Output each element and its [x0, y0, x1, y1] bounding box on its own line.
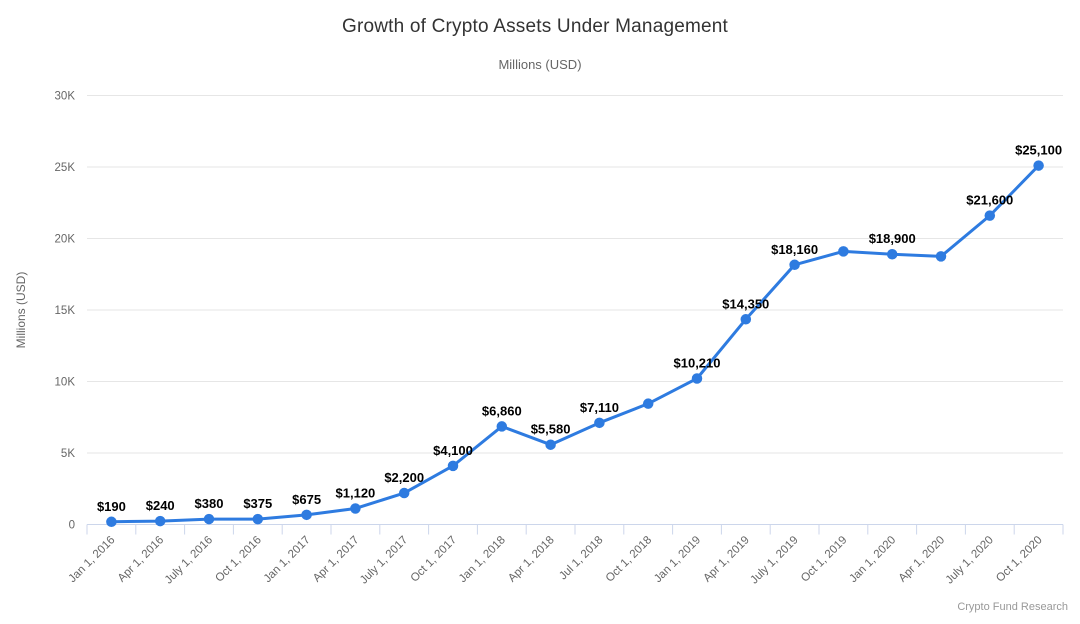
- data-point[interactable]: [1033, 160, 1044, 171]
- x-tick-label: Jan 1, 2019: [652, 534, 703, 585]
- data-point-label: $240: [146, 498, 175, 513]
- data-point[interactable]: [252, 513, 264, 525]
- x-tick-label: Jan 1, 2020: [847, 534, 898, 585]
- data-point[interactable]: [496, 421, 508, 432]
- chart-title: Growth of Crypto Assets Under Management: [341, 16, 729, 37]
- x-tick-label: Oct 1, 2017: [409, 534, 460, 585]
- x-tick-label: Oct 1, 2016: [213, 534, 264, 585]
- data-point-label: $675: [292, 492, 321, 507]
- y-tick-label: 20K: [55, 234, 76, 246]
- y-tick-label: 0: [69, 520, 75, 532]
- x-tick-label: Oct 1, 2018: [604, 534, 655, 585]
- series-line: [109, 164, 1041, 524]
- data-point-label: $18,900: [869, 231, 916, 246]
- data-point[interactable]: [106, 516, 117, 528]
- data-point[interactable]: [886, 248, 898, 260]
- x-tick-label: Apr 1, 2016: [116, 534, 167, 585]
- x-tick-label: July 1, 2017: [358, 534, 410, 586]
- data-point[interactable]: [984, 210, 996, 221]
- x-tick-label: Apr 1, 2019: [701, 534, 752, 585]
- data-point-label: $18,160: [771, 242, 818, 257]
- y-tick-label: 30K: [55, 91, 76, 103]
- credit-link[interactable]: Crypto Fund Research: [957, 601, 1068, 613]
- x-tick-label: Apr 1, 2017: [311, 534, 362, 585]
- x-tick-label: July 1, 2020: [944, 534, 996, 586]
- y-tick-label: 15K: [55, 305, 76, 317]
- x-tick-label: Jan 1, 2018: [457, 534, 508, 585]
- x-tick-label: Jul 1, 2018: [557, 534, 605, 582]
- data-point-label: $1,120: [336, 485, 376, 500]
- data-point[interactable]: [203, 513, 215, 525]
- chart-subtitle: Millions (USD): [498, 57, 582, 72]
- data-point-label: $21,600: [966, 193, 1013, 208]
- y-tick-label: 25K: [55, 162, 76, 174]
- data-point[interactable]: [594, 417, 605, 429]
- data-point-label: $7,110: [580, 400, 619, 415]
- data-point[interactable]: [691, 373, 703, 384]
- data-point[interactable]: [838, 246, 849, 257]
- x-tick-label: Apr 1, 2020: [897, 534, 948, 585]
- x-tick-label: July 1, 2016: [163, 534, 215, 586]
- x-tick-label: Jan 1, 2016: [67, 534, 118, 585]
- data-point-label: $4,100: [433, 443, 473, 458]
- data-point-label: $5,580: [531, 422, 571, 437]
- data-point[interactable]: [447, 460, 459, 472]
- data-point[interactable]: [154, 515, 166, 527]
- data-point[interactable]: [642, 398, 654, 409]
- data-point[interactable]: [398, 487, 410, 499]
- data-point[interactable]: [301, 509, 312, 521]
- data-point-label: $375: [243, 496, 272, 511]
- x-tick-label: Apr 1, 2018: [506, 534, 557, 585]
- data-point-label: $190: [97, 499, 126, 514]
- x-tick-label: Jan 1, 2017: [262, 534, 313, 585]
- data-point-label: $380: [195, 496, 224, 511]
- data-point-label: $14,350: [722, 296, 769, 311]
- data-point-label: $6,860: [482, 403, 522, 418]
- data-point[interactable]: [789, 259, 800, 271]
- data-point[interactable]: [935, 251, 947, 262]
- x-tick-label: Oct 1, 2020: [994, 534, 1045, 585]
- data-point[interactable]: [350, 503, 361, 514]
- data-point-label: $10,210: [674, 355, 721, 370]
- y-tick-label: 5K: [61, 448, 75, 460]
- data-point[interactable]: [740, 314, 752, 325]
- x-tick-label: Oct 1, 2019: [799, 534, 850, 585]
- data-point-label: $2,200: [384, 470, 424, 485]
- y-tick-label: 10K: [55, 377, 76, 389]
- data-point[interactable]: [545, 439, 556, 450]
- data-point-label: $25,100: [1015, 143, 1062, 158]
- x-tick-label: July 1, 2019: [748, 534, 800, 586]
